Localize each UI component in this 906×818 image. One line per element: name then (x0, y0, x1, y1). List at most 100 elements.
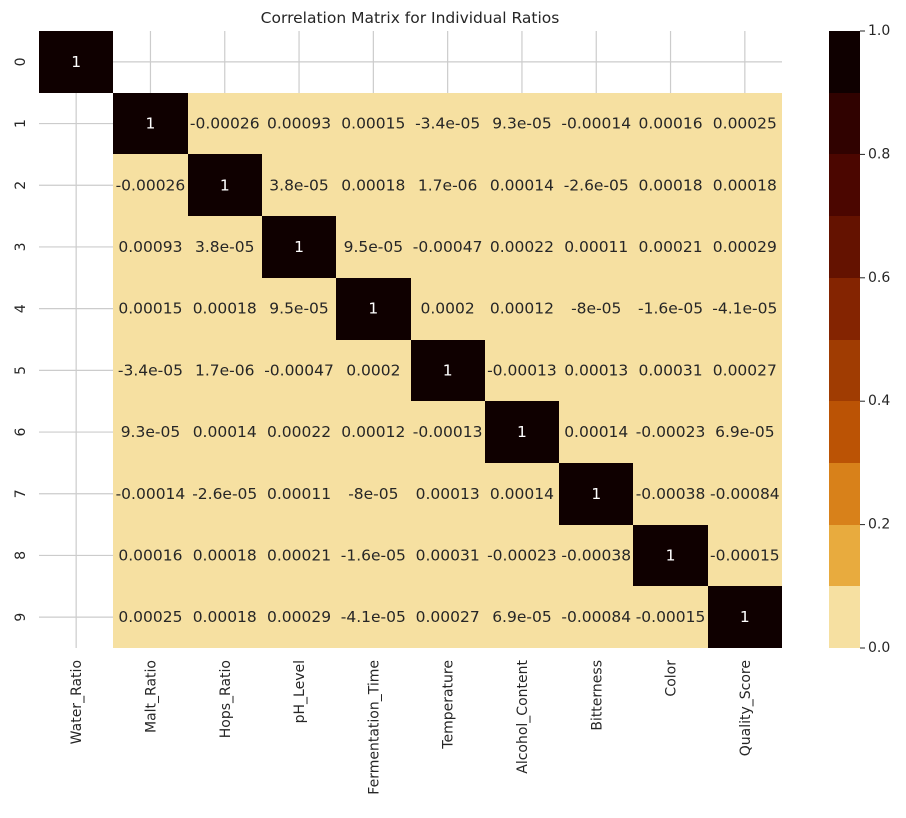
heatmap-cell (262, 401, 336, 463)
y-tick-label: 2 (13, 181, 29, 190)
heatmap-cell (336, 463, 411, 525)
colorbar-tick-label: 1.0 (868, 23, 890, 39)
heatmap-cell (262, 463, 336, 525)
heatmap-cell (113, 340, 188, 401)
cell-value-label: 0.00011 (564, 238, 628, 256)
cell-value-label: 0.00031 (638, 361, 702, 379)
cell-value-label: -0.00026 (190, 115, 260, 133)
colorbar-bin (829, 154, 860, 216)
heatmap-cell (633, 586, 708, 648)
cell-value-label: -0.00023 (487, 546, 557, 564)
x-tick-label: Temperature (441, 660, 457, 750)
cell-value-label: 0.00018 (193, 608, 257, 626)
x-tick-label: Malt_Ratio (143, 660, 159, 733)
colorbar-tick-label: 0.0 (868, 640, 890, 656)
cell-value-label: 0.0002 (346, 361, 400, 379)
cell-value-label: -0.00047 (264, 361, 334, 379)
cell-value-label: 0.00016 (638, 115, 702, 133)
heatmap-cell (708, 154, 782, 216)
heatmap-cell (39, 31, 113, 93)
cell-value-label: 0.00029 (713, 238, 777, 256)
cell-value-label: 0.00014 (193, 423, 257, 441)
cell-value-label: 0.00022 (490, 238, 554, 256)
cell-value-label: 1 (294, 238, 304, 256)
cell-value-label: 0.00011 (267, 485, 331, 503)
heatmap-cell (559, 93, 633, 154)
y-tick-label: 0 (13, 57, 29, 66)
heatmap-cell (188, 340, 262, 401)
heatmap-cell (559, 278, 633, 340)
colorbar-bin (829, 463, 860, 525)
x-tick-label: Quality_Score (738, 660, 754, 756)
heatmap-cell (411, 340, 485, 401)
heatmap-cells (39, 31, 782, 648)
heatmap-cell (633, 401, 708, 463)
heatmap-cell (708, 216, 782, 278)
cell-value-label: 9.5e-05 (344, 238, 404, 256)
heatmap-cell (633, 93, 708, 154)
cell-value-label: 1 (71, 53, 81, 71)
heatmap-cell (113, 463, 188, 525)
heatmap-cell (633, 216, 708, 278)
heatmap-cell (559, 401, 633, 463)
heatmap-cell (633, 340, 708, 401)
heatmap-cell (411, 93, 485, 154)
heatmap-cell (113, 586, 188, 648)
heatmap-cell (485, 278, 559, 340)
colorbar-tick-label: 0.6 (868, 270, 890, 286)
cell-value-label: 6.9e-05 (715, 423, 775, 441)
heatmap-cell (708, 93, 782, 154)
heatmap-cell (336, 216, 411, 278)
cell-value-label: 1 (220, 176, 230, 194)
y-tick-label: 9 (13, 613, 29, 622)
heatmap-cell (188, 463, 262, 525)
cell-value-label: 1.7e-06 (195, 361, 255, 379)
heatmap-cell (633, 463, 708, 525)
cell-value-label: -2.6e-05 (192, 485, 257, 503)
heatmap-cell (485, 525, 559, 586)
heatmap-cell (708, 463, 782, 525)
heatmap-cell (485, 340, 559, 401)
heatmap-cell (188, 525, 262, 586)
cell-value-label: -0.00013 (413, 423, 483, 441)
cell-value-label: -0.00015 (636, 608, 706, 626)
cell-value-label: -0.00014 (561, 115, 631, 133)
heatmap-cell (113, 278, 188, 340)
colorbar: 0.0 0.2 0.4 0.6 0.8 1.0 (829, 23, 890, 656)
cell-value-label: 0.00013 (416, 485, 480, 503)
heatmap-cell (485, 154, 559, 216)
cell-value-label: 0.00018 (193, 546, 257, 564)
colorbar-bin (829, 340, 860, 401)
colorbar-tick-label: 0.4 (868, 393, 890, 409)
cell-value-label: 0.00025 (118, 608, 182, 626)
cell-value-label: -3.4e-05 (118, 361, 183, 379)
y-tick-label: 4 (13, 304, 29, 313)
cell-value-label: -0.00084 (710, 485, 780, 503)
heatmap-cell (336, 525, 411, 586)
heatmap-cell (411, 401, 485, 463)
heatmap-cell (113, 401, 188, 463)
heatmap-cell (633, 278, 708, 340)
heatmap-cell (411, 278, 485, 340)
x-tick-label: Hops_Ratio (218, 660, 234, 738)
cell-value-label: 1 (740, 608, 750, 626)
heatmap-cell (113, 154, 188, 216)
heatmap-cell (708, 340, 782, 401)
cell-value-label: 0.00021 (267, 546, 331, 564)
cell-value-label: 1 (443, 361, 453, 379)
colorbar-tick-label: 0.8 (868, 146, 890, 162)
cell-value-label: 1 (591, 485, 601, 503)
cell-value-label: -0.00084 (561, 608, 631, 626)
cell-value-label: 0.00018 (341, 176, 405, 194)
cell-value-label: -2.6e-05 (564, 176, 629, 194)
cell-value-label: -0.00026 (116, 176, 186, 194)
cell-value-label: -0.00023 (636, 423, 706, 441)
heatmap-cell (262, 340, 336, 401)
cell-value-label: 0.00093 (267, 115, 331, 133)
heatmap-cell (411, 525, 485, 586)
cell-value-label: -0.00038 (561, 546, 631, 564)
heatmap-cell (708, 586, 782, 648)
cell-value-label: 0.00014 (564, 423, 628, 441)
cell-value-label: 9.3e-05 (492, 115, 552, 133)
